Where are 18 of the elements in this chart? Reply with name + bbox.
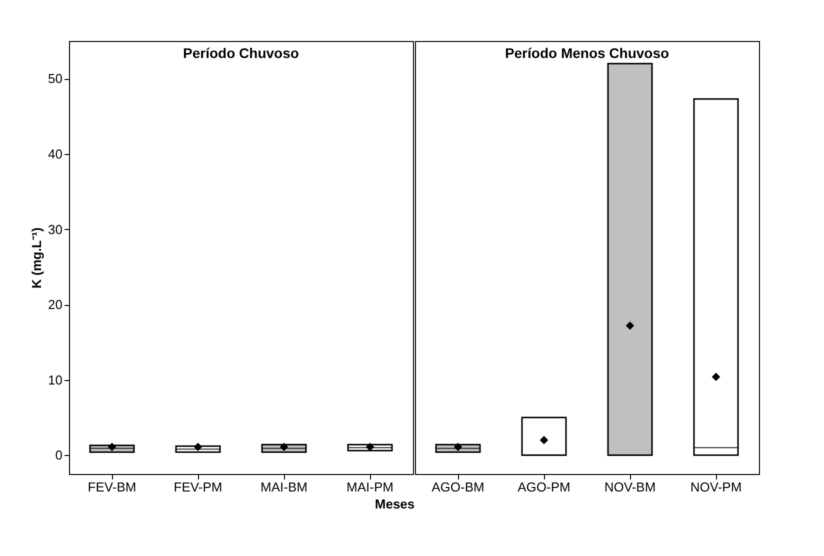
chart-title: Período Chuvoso: [183, 45, 299, 61]
chart-title: Período Menos Chuvoso: [504, 45, 670, 61]
x-tick-label: NOV-PM: [690, 480, 742, 494]
x-tick-label: MAI-PM: [346, 480, 394, 494]
x-tick-label: AGO-BM: [432, 480, 484, 494]
x-axis-title: Meses: [374, 496, 415, 512]
y-tick-label: 30: [48, 222, 62, 237]
y-tick-label: 40: [48, 146, 62, 162]
y-tick-label: 50: [48, 71, 62, 86]
y-tick-label: 0: [55, 448, 62, 463]
y-tick-label: 10: [48, 372, 62, 388]
y-axis-title: K (mg.L⁻¹): [29, 227, 44, 289]
x-tick-label: FEV-PM: [174, 480, 222, 494]
x-tick-label: MAI-BM: [260, 480, 308, 494]
x-tick-label: AGO-PM: [518, 480, 570, 494]
x-tick-label: FEV-BM: [88, 480, 136, 494]
x-tick-label: NOV-BM: [604, 480, 656, 494]
y-tick-label: 20: [48, 297, 62, 312]
